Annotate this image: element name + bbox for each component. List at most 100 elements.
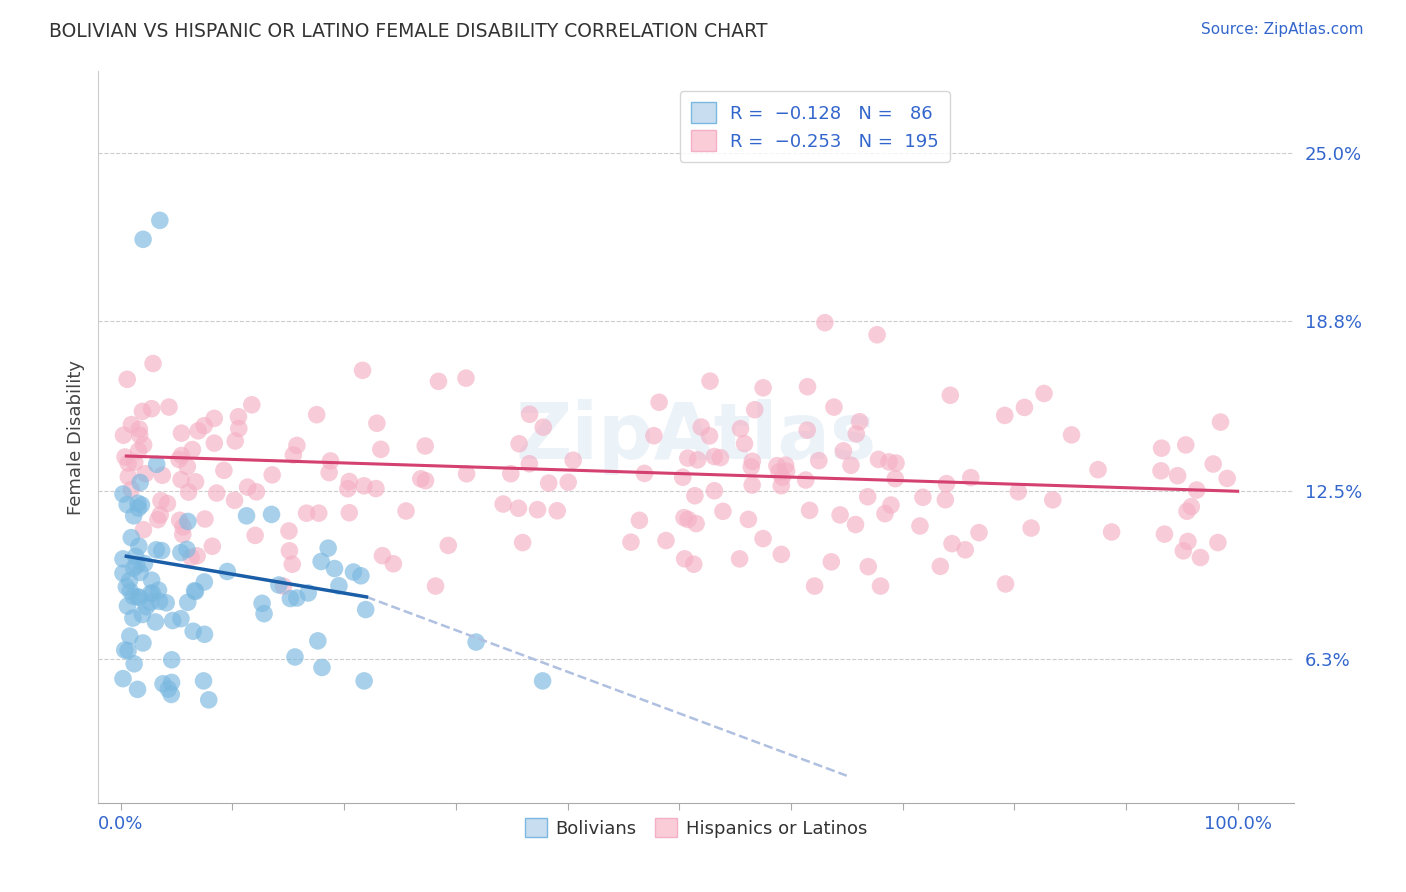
Point (145, 615, 167, 629)
Point (131, 404, 153, 418)
Point (150, 543, 173, 558)
Text: ZipAtlas: ZipAtlas (516, 399, 876, 475)
Point (129, 566, 152, 580)
Point (132, 438, 155, 452)
Point (139, 595, 162, 609)
Point (770, 479, 793, 493)
Point (156, 497, 179, 511)
Point (939, 388, 962, 402)
Point (111, 552, 134, 566)
Point (111, 672, 134, 686)
Point (832, 443, 855, 458)
Point (193, 673, 215, 688)
Point (132, 523, 155, 537)
Point (181, 624, 204, 639)
Point (120, 531, 142, 545)
Point (128, 422, 150, 436)
Point (845, 426, 868, 441)
Point (699, 374, 721, 388)
Point (382, 557, 405, 571)
Point (734, 436, 756, 450)
Point (128, 591, 150, 605)
Point (690, 420, 713, 434)
Point (562, 453, 585, 467)
Point (148, 583, 170, 598)
Point (856, 490, 879, 504)
Point (934, 492, 956, 507)
Point (245, 484, 267, 499)
Point (212, 463, 235, 477)
Point (145, 458, 167, 472)
Point (184, 475, 207, 489)
Point (134, 557, 156, 571)
Point (796, 423, 818, 437)
Point (703, 483, 725, 498)
Point (250, 596, 273, 610)
Point (342, 565, 364, 579)
Point (686, 453, 709, 467)
Point (122, 508, 145, 523)
Point (117, 469, 139, 483)
Point (285, 591, 308, 605)
Point (673, 551, 696, 566)
Point (115, 372, 138, 386)
Point (844, 517, 866, 532)
Point (129, 475, 152, 490)
Point (1202, 457, 1225, 471)
Point (170, 449, 193, 463)
Point (884, 456, 907, 470)
Y-axis label: Female Disability: Female Disability (66, 359, 84, 515)
Point (228, 409, 250, 424)
Point (202, 436, 225, 450)
Point (141, 573, 163, 587)
Point (139, 586, 162, 600)
Point (526, 502, 548, 516)
Point (858, 559, 880, 574)
Point (295, 506, 318, 520)
Point (167, 452, 190, 467)
Point (141, 586, 163, 600)
Point (193, 574, 215, 589)
Point (281, 558, 304, 572)
Point (217, 565, 239, 579)
Point (273, 579, 295, 593)
Point (127, 496, 149, 510)
Point (1153, 527, 1175, 541)
Point (305, 408, 328, 422)
Point (284, 650, 307, 665)
Point (955, 542, 977, 557)
Point (176, 542, 198, 557)
Point (180, 550, 202, 565)
Point (366, 416, 388, 430)
Point (132, 232, 155, 246)
Point (297, 586, 319, 600)
Point (224, 493, 246, 508)
Point (803, 579, 825, 593)
Point (350, 569, 373, 583)
Text: Source: ZipAtlas.com: Source: ZipAtlas.com (1201, 22, 1364, 37)
Point (830, 508, 852, 522)
Point (120, 584, 142, 599)
Point (794, 473, 817, 487)
Point (799, 503, 821, 517)
Point (118, 629, 141, 643)
Point (145, 542, 167, 557)
Point (115, 580, 138, 594)
Point (193, 418, 215, 433)
Point (1150, 464, 1173, 478)
Point (741, 478, 763, 492)
Point (278, 543, 301, 558)
Point (508, 501, 530, 516)
Point (187, 424, 209, 438)
Point (111, 566, 134, 581)
Point (682, 558, 704, 572)
Point (157, 681, 180, 696)
Point (465, 635, 488, 649)
Point (648, 395, 671, 409)
Point (193, 627, 215, 641)
Point (146, 513, 169, 527)
Point (775, 464, 797, 478)
Point (117, 644, 139, 658)
Point (125, 558, 148, 573)
Point (117, 456, 139, 470)
